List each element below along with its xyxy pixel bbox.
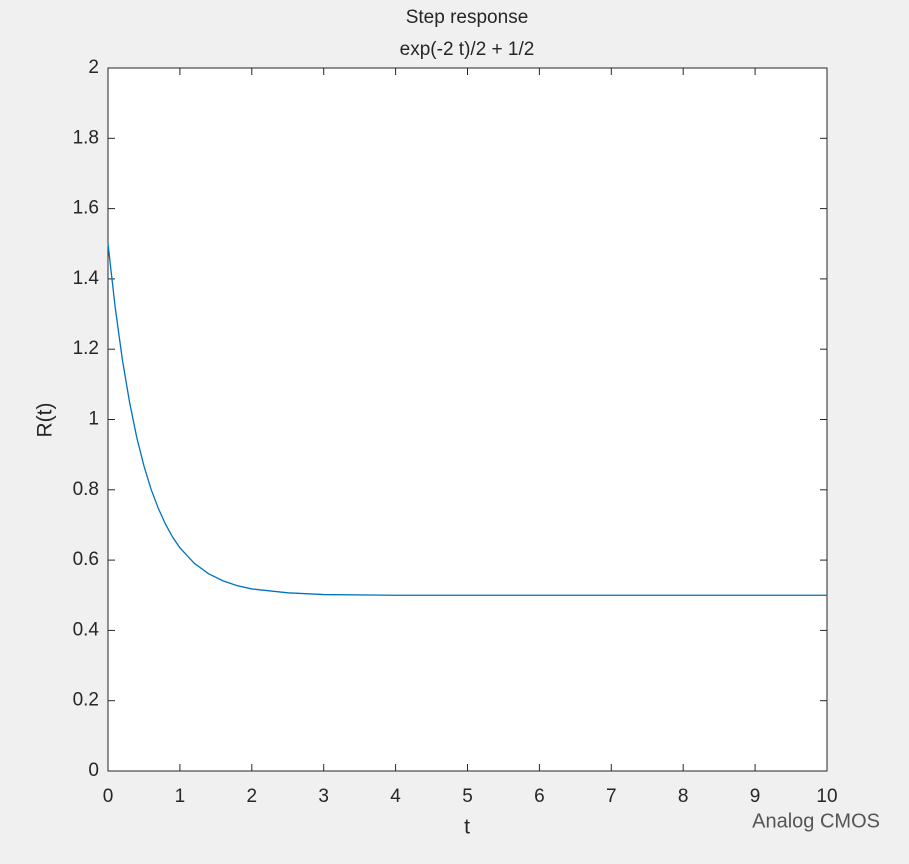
line-series: [107, 243, 827, 596]
y-tick-label: 0.8: [73, 479, 99, 500]
x-axis-label: t: [464, 816, 470, 839]
y-tick-label: 1.4: [73, 268, 100, 289]
x-tick-label: 6: [534, 786, 545, 807]
y-tick-label: 1.2: [73, 338, 99, 359]
x-tick-label: 3: [318, 786, 329, 807]
y-tick-label: 0.2: [73, 690, 99, 711]
x-tick-label: 9: [750, 786, 761, 807]
x-tick-label: 5: [462, 786, 473, 807]
x-tick-label: 1: [175, 786, 186, 807]
chart-title: Step response: [406, 7, 529, 28]
x-tick-label: 0: [103, 786, 114, 807]
y-tick-label: 1.6: [73, 198, 99, 219]
x-tick-label: 10: [816, 786, 837, 807]
y-axis-label: R(t): [34, 403, 57, 438]
watermark: Analog CMOS: [752, 810, 880, 832]
plot-area: [107, 67, 828, 772]
y-tick-label: 0.6: [73, 549, 99, 570]
x-tick-label: 4: [390, 786, 401, 807]
y-tick-label: 0: [88, 760, 99, 781]
x-tick-label: 8: [678, 786, 689, 807]
y-tick-label: 1: [88, 409, 99, 430]
y-tick-label: 0.4: [73, 619, 100, 640]
chart-subtitle: exp(-2 t)/2 + 1/2: [400, 39, 535, 60]
x-tick-label: 2: [247, 786, 258, 807]
y-tick-label: 1.8: [73, 127, 99, 148]
x-tick-label: 7: [606, 786, 617, 807]
y-tick-label: 2: [88, 57, 99, 78]
